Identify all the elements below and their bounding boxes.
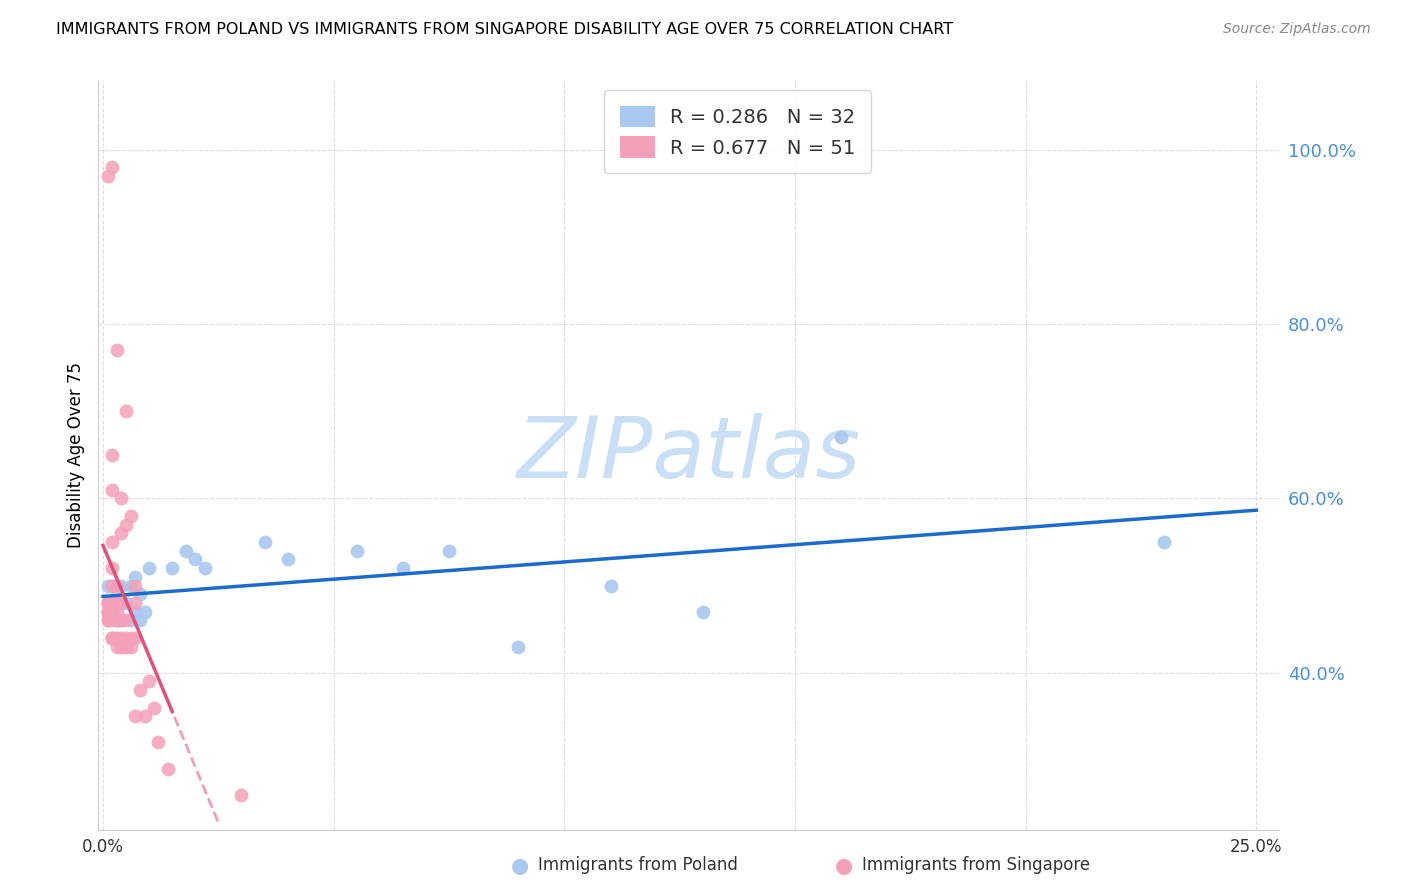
Point <box>692 605 714 619</box>
Point <box>193 561 215 575</box>
Point <box>105 614 128 628</box>
Point <box>101 605 124 619</box>
Point <box>174 543 197 558</box>
Point <box>101 483 124 497</box>
Point <box>110 614 132 628</box>
Point <box>120 579 142 593</box>
Legend: R = 0.286   N = 32, R = 0.677   N = 51: R = 0.286 N = 32, R = 0.677 N = 51 <box>605 90 872 173</box>
Point <box>97 605 120 619</box>
Point <box>101 596 124 610</box>
Point <box>97 605 120 619</box>
Point <box>124 605 146 619</box>
Point <box>346 543 368 558</box>
Point <box>97 579 120 593</box>
Point <box>97 596 120 610</box>
Point <box>110 491 132 506</box>
Point <box>138 674 160 689</box>
Point <box>124 709 146 723</box>
Point <box>162 561 183 575</box>
Point <box>105 343 128 358</box>
Point <box>101 631 124 645</box>
Point <box>110 579 132 593</box>
Point <box>599 579 621 593</box>
Point <box>101 631 124 645</box>
Point <box>115 640 138 654</box>
Text: IMMIGRANTS FROM POLAND VS IMMIGRANTS FROM SINGAPORE DISABILITY AGE OVER 75 CORRE: IMMIGRANTS FROM POLAND VS IMMIGRANTS FRO… <box>56 22 953 37</box>
Point <box>105 631 128 645</box>
Text: ●: ● <box>835 856 852 876</box>
Point <box>115 404 138 418</box>
Point <box>129 683 152 698</box>
Y-axis label: Disability Age Over 75: Disability Age Over 75 <box>66 362 84 548</box>
Point <box>101 614 124 628</box>
Point <box>110 631 132 645</box>
Point <box>115 631 138 645</box>
Point <box>101 161 124 175</box>
Text: Immigrants from Poland: Immigrants from Poland <box>538 856 738 874</box>
Point <box>105 596 128 610</box>
Point <box>97 596 120 610</box>
Point <box>115 596 138 610</box>
Point <box>101 448 124 462</box>
Point <box>134 709 156 723</box>
Point <box>97 596 120 610</box>
Point <box>115 517 138 532</box>
Point <box>148 735 170 749</box>
Point <box>97 596 120 610</box>
Point <box>508 640 530 654</box>
Point <box>105 579 128 593</box>
Point <box>101 535 124 549</box>
Point <box>392 561 415 575</box>
Point <box>124 631 146 645</box>
Point <box>97 596 120 610</box>
Point <box>124 570 146 584</box>
Point <box>437 543 460 558</box>
Point <box>105 596 128 610</box>
Text: ZIPatlas: ZIPatlas <box>517 413 860 497</box>
Text: ●: ● <box>512 856 529 876</box>
Point <box>97 605 120 619</box>
Text: Source: ZipAtlas.com: Source: ZipAtlas.com <box>1223 22 1371 37</box>
Point <box>120 614 142 628</box>
Point <box>253 535 276 549</box>
Point <box>156 762 179 776</box>
Point <box>101 579 124 593</box>
Point <box>142 700 165 714</box>
Point <box>138 561 160 575</box>
Point <box>110 526 132 541</box>
Point <box>101 605 124 619</box>
Point <box>129 587 152 601</box>
Point <box>124 579 146 593</box>
Point <box>134 605 156 619</box>
Point <box>120 508 142 523</box>
Point <box>115 614 138 628</box>
Point <box>110 596 132 610</box>
Point <box>97 169 120 183</box>
Point <box>231 788 253 802</box>
Point <box>101 579 124 593</box>
Point <box>101 631 124 645</box>
Point <box>830 430 852 444</box>
Point <box>97 605 120 619</box>
Point <box>105 640 128 654</box>
Point <box>110 640 132 654</box>
Point <box>105 605 128 619</box>
Point <box>97 614 120 628</box>
Point <box>105 614 128 628</box>
Point <box>124 596 146 610</box>
Point <box>277 552 299 566</box>
Text: Immigrants from Singapore: Immigrants from Singapore <box>862 856 1090 874</box>
Point <box>184 552 207 566</box>
Point <box>120 640 142 654</box>
Point <box>101 561 124 575</box>
Point <box>110 614 132 628</box>
Point <box>120 631 142 645</box>
Point <box>129 614 152 628</box>
Point <box>105 631 128 645</box>
Point <box>97 614 120 628</box>
Point <box>1153 535 1175 549</box>
